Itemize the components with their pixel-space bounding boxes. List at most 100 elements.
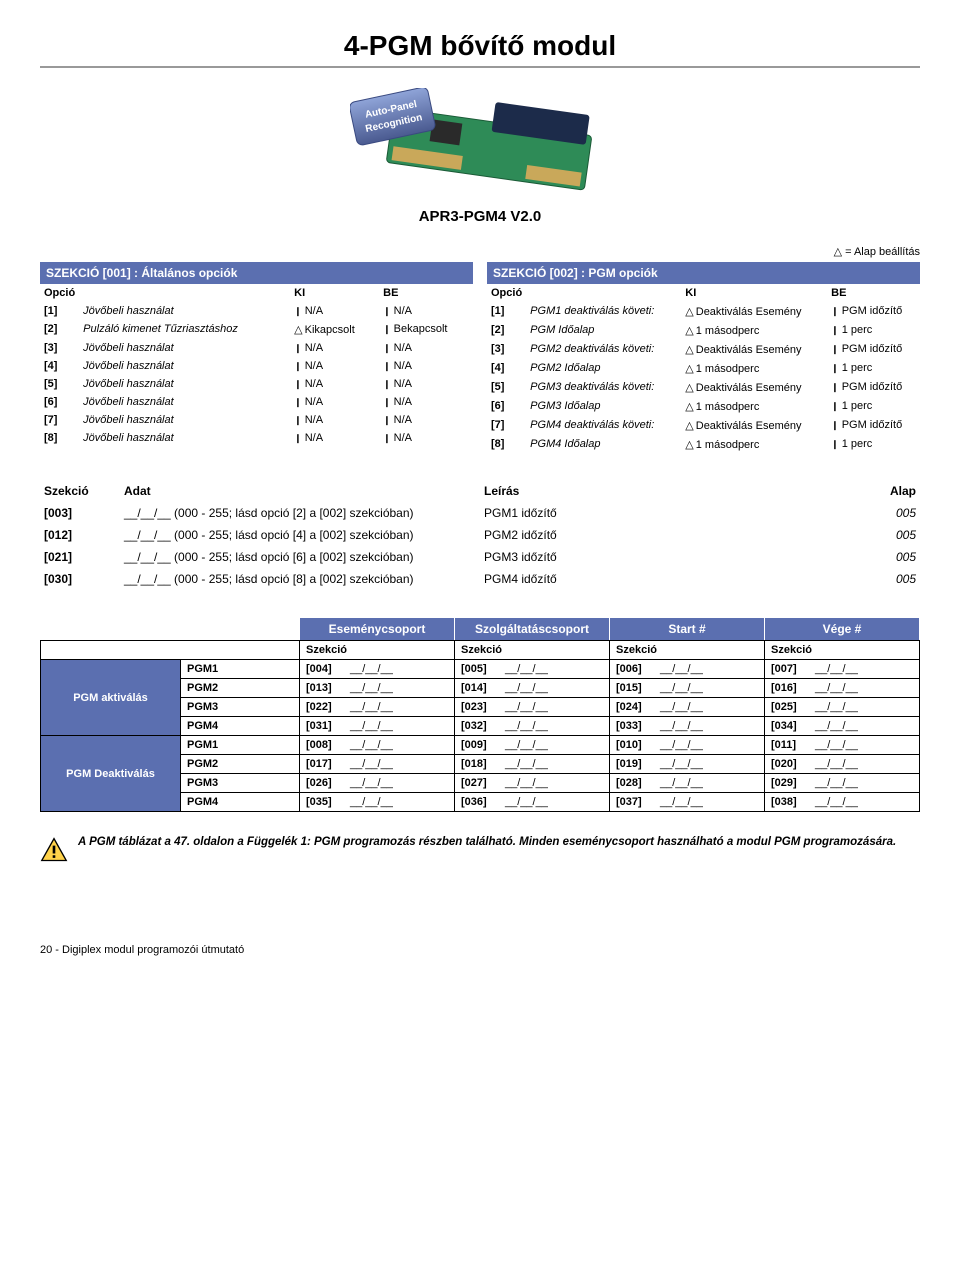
col-opcio-r: Opció [487,284,526,302]
event-cell: [029]__/__/__ [765,774,919,793]
group-label: PGM Deaktiválás [41,736,181,811]
table-row: [1]PGM1 deaktiválás követi:Deaktiválás E… [487,302,920,321]
event-cell: [014]__/__/__ [455,679,609,698]
event-cell: [032]__/__/__ [455,717,609,736]
event-cell: [034]__/__/__ [765,717,919,736]
table-row: [021]__/__/__ (000 - 255; lásd opció [6]… [40,546,920,568]
options-right-col: SZEKCIÓ [002] : PGM opciók Opció KI BE [… [487,262,920,454]
col-ki: KI [290,284,379,302]
event-cell: [025]__/__/__ [765,698,919,717]
col-opcio: Opció [40,284,79,302]
th-leiras: Leírás [480,480,860,502]
table-row: [5]PGM3 deaktiválás követi:Deaktiválás E… [487,378,920,397]
section-001-header: SZEKCIÓ [001] : Általános opciók [40,262,473,284]
event-cell: [007]__/__/__ [765,660,919,679]
pgm-label: PGM3 [181,774,299,793]
table-row: [7]Jövőbeli használatN/AN/A [40,411,473,429]
pgm-label: PGM3 [181,698,299,717]
warning-icon [40,836,68,864]
pgm-label: PGM2 [181,679,299,698]
table-row: [4]Jövőbeli használatN/AN/A [40,357,473,375]
sub-2: Szekció [455,640,610,660]
table-row: [3]Jövőbeli használatN/AN/A [40,339,473,357]
event-cell: [013]__/__/__ [300,679,454,698]
table-row: [030]__/__/__ (000 - 255; lásd opció [8]… [40,568,920,590]
event-cell: [010]__/__/__ [610,736,764,755]
table-row: [7]PGM4 deaktiválás követi:Deaktiválás E… [487,416,920,435]
pgm-label: PGM2 [181,755,299,774]
th-adat: Adat [120,480,480,502]
section-001-table: Opció KI BE [1]Jövőbeli használatN/AN/A[… [40,284,473,447]
device-version: APR3-PGM4 V2.0 [40,208,920,225]
table-row: [2]Pulzáló kimenet TűzriasztáshozKikapcs… [40,320,473,339]
pgm-label: PGM1 [181,660,299,679]
event-table-header: Eseménycsoport Szolgáltatáscsoport Start… [40,618,920,640]
event-cell: [026]__/__/__ [300,774,454,793]
col-be: BE [379,284,473,302]
table-row: [4]PGM2 Időalap1 másodperc1 perc [487,359,920,378]
event-cell: [035]__/__/__ [300,793,454,811]
eh-4: Vége # [765,618,920,640]
event-table: Eseménycsoport Szolgáltatáscsoport Start… [40,618,920,812]
table-row: [012]__/__/__ (000 - 255; lásd opció [4]… [40,524,920,546]
event-cell: [028]__/__/__ [610,774,764,793]
event-cell: [023]__/__/__ [455,698,609,717]
eh-3: Start # [610,618,765,640]
event-cell: [037]__/__/__ [610,793,764,811]
event-table-subheader: Szekció Szekció Szekció Szekció [40,640,920,660]
title-divider [40,66,920,68]
col-ki-r: KI [681,284,827,302]
event-cell: [022]__/__/__ [300,698,454,717]
table-row: [1]Jövőbeli használatN/AN/A [40,302,473,320]
eh-1: Eseménycsoport [300,618,455,640]
table-row: [003]__/__/__ (000 - 255; lásd opció [2]… [40,502,920,524]
table-row: [2]PGM Időalap1 másodperc1 perc [487,321,920,340]
table-row: [8]Jövőbeli használatN/AN/A [40,429,473,447]
event-cell: [015]__/__/__ [610,679,764,698]
page-title: 4-PGM bővítő modul [40,30,920,62]
event-cell: [008]__/__/__ [300,736,454,755]
pgm-label: PGM4 [181,793,299,811]
table-row: [6]PGM3 Időalap1 másodperc1 perc [487,397,920,416]
event-cell: [018]__/__/__ [455,755,609,774]
footer-text: 20 - Digiplex modul programozói útmutató [40,944,244,956]
event-cell: [020]__/__/__ [765,755,919,774]
event-cell: [009]__/__/__ [455,736,609,755]
table-row: [5]Jövőbeli használatN/AN/A [40,375,473,393]
note-block: A PGM táblázat a 47. oldalon a Függelék … [40,836,920,864]
pgm-label: PGM1 [181,736,299,755]
event-cell: [031]__/__/__ [300,717,454,736]
event-cell: [017]__/__/__ [300,755,454,774]
event-cell: [033]__/__/__ [610,717,764,736]
table-row: [3]PGM2 deaktiválás követi:Deaktiválás E… [487,340,920,359]
event-cell: [024]__/__/__ [610,698,764,717]
event-cell: [006]__/__/__ [610,660,764,679]
table-row: [8]PGM4 Időalap1 másodperc1 perc [487,435,920,454]
options-columns: SZEKCIÓ [001] : Általános opciók Opció K… [40,262,920,454]
group-label: PGM aktiválás [41,660,181,735]
sub-1: Szekció [300,640,455,660]
event-cell: [036]__/__/__ [455,793,609,811]
event-cell: [016]__/__/__ [765,679,919,698]
module-image: Auto-Panel Recognition [350,88,610,198]
note-text: A PGM táblázat a 47. oldalon a Függelék … [78,836,896,864]
event-cell: [019]__/__/__ [610,755,764,774]
section-002-table: Opció KI BE [1]PGM1 deaktiválás követi:D… [487,284,920,454]
table-row: [6]Jövőbeli használatN/AN/A [40,393,473,411]
default-note: △ = Alap beállítás [40,245,920,258]
eh-2: Szolgáltatáscsoport [455,618,610,640]
event-cell: [027]__/__/__ [455,774,609,793]
th-szekcio: Szekció [40,480,120,502]
sub-3: Szekció [610,640,765,660]
event-cell: [011]__/__/__ [765,736,919,755]
section-002-header: SZEKCIÓ [002] : PGM opciók [487,262,920,284]
event-cell: [005]__/__/__ [455,660,609,679]
page-footer: 20 - Digiplex modul programozói útmutató [40,944,920,956]
col-be-r: BE [827,284,920,302]
pgm-label: PGM4 [181,717,299,735]
th-alap: Alap [860,480,920,502]
timer-table: Szekció Adat Leírás Alap [003]__/__/__ (… [40,480,920,590]
sub-4: Szekció [765,640,920,660]
event-cell: [038]__/__/__ [765,793,919,811]
event-cell: [004]__/__/__ [300,660,454,679]
